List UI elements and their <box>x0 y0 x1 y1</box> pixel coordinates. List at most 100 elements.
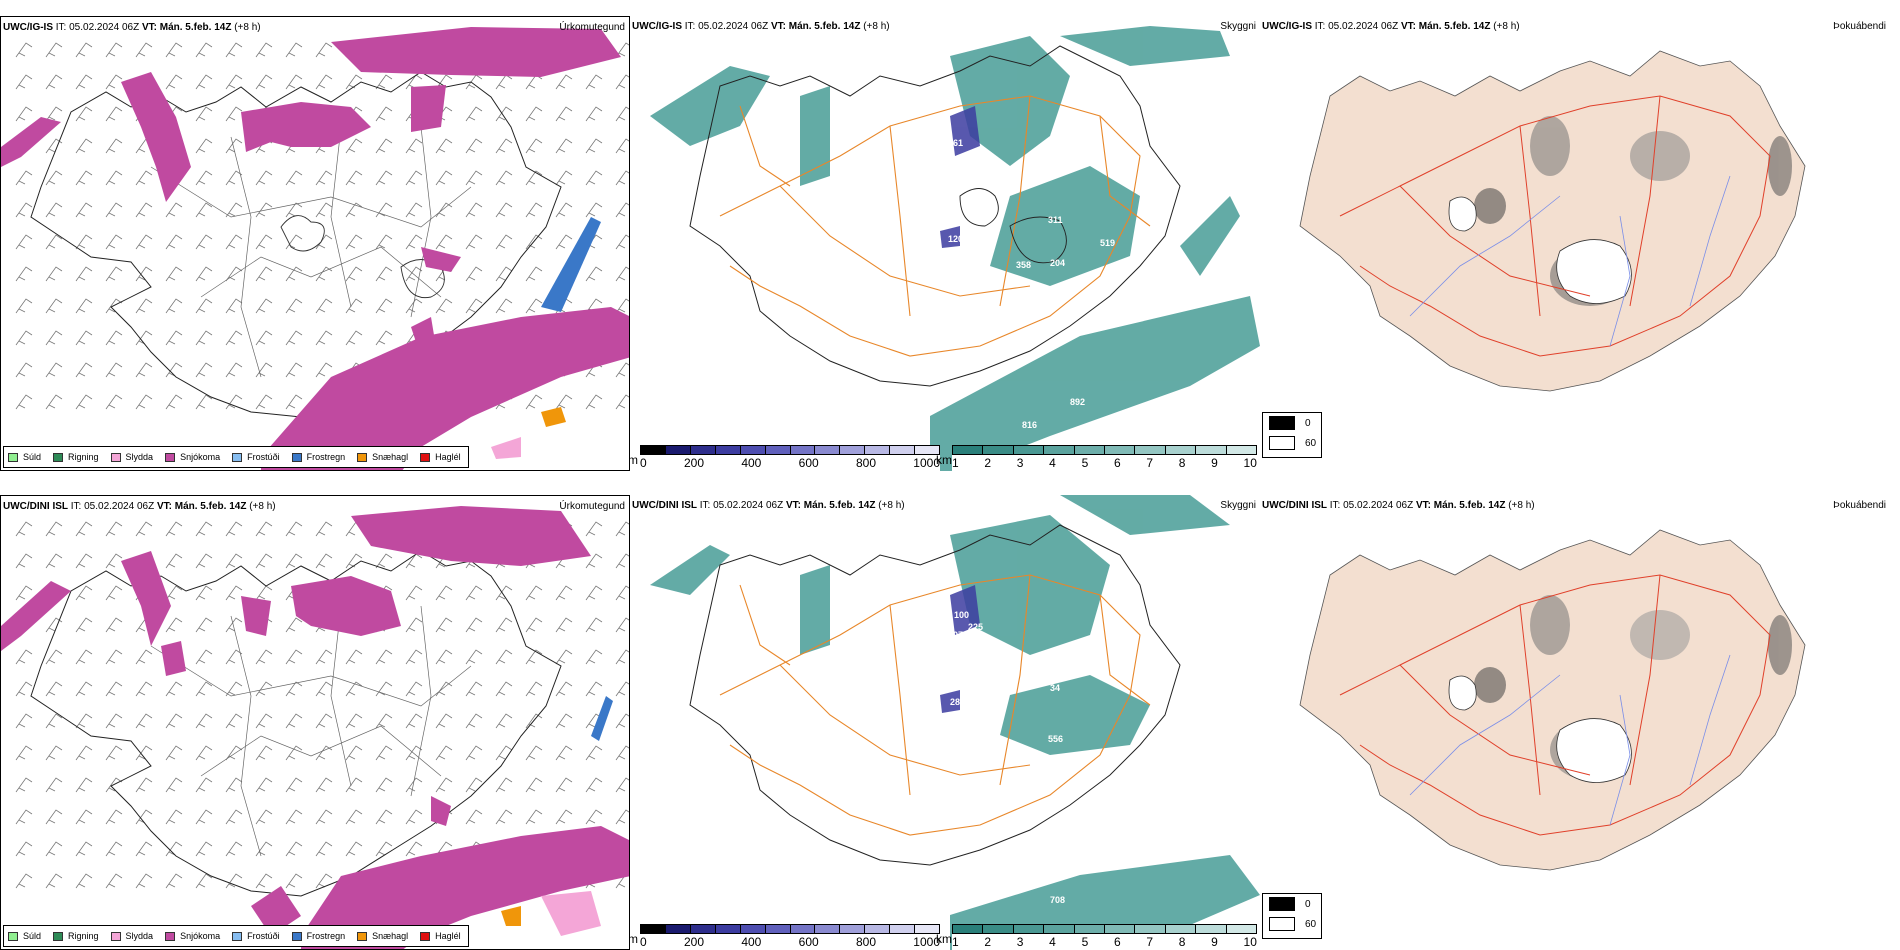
colorbar-cell <box>1196 925 1227 933</box>
roads <box>1339 95 1771 357</box>
wind-barb <box>315 330 333 346</box>
wind-barb <box>315 745 333 761</box>
wind-barb <box>105 42 123 58</box>
wind-barb <box>165 42 183 58</box>
wind-barb <box>285 362 303 378</box>
colorbar-cell <box>665 925 691 933</box>
wind-barb <box>105 521 123 537</box>
wind-barb <box>195 841 213 857</box>
wind-barb <box>15 873 33 889</box>
snaehagl-area <box>541 407 566 427</box>
visibility-panel-bottom: 100 225 207 262 282 34 556 708 UWC/DINI … <box>630 495 1260 950</box>
wind-barb <box>285 553 303 569</box>
wind-barb <box>45 713 63 729</box>
fog-legend-label: 0 <box>1305 898 1311 910</box>
fog-legend-label: 60 <box>1305 437 1317 449</box>
legend-label: Slydda <box>125 931 154 941</box>
panel-header: UWC/IG-IS IT: 05.02.2024 06Z VT: Mán. 5.… <box>632 21 890 32</box>
visibility-map-top: 161 302 212 20 797 311 120 76 358 204 51… <box>650 26 1260 471</box>
wind-barb <box>465 202 483 218</box>
wind-barb <box>105 106 123 122</box>
wind-barb <box>345 649 363 665</box>
wind-barb <box>345 330 363 346</box>
legend-item: Slydda <box>110 931 154 941</box>
vis-label: 556 <box>1048 734 1063 744</box>
wind-barb <box>105 713 123 729</box>
legend-label: Súld <box>23 452 42 462</box>
wind-barb <box>585 649 603 665</box>
wind-barb <box>75 553 93 569</box>
legend-label: Slydda <box>125 452 154 462</box>
wind-barb <box>15 330 33 346</box>
precip-legend: Súld Rigning Slydda Snjókoma Frostúði Frostre… <box>3 446 469 468</box>
colorbar-tick: 7 <box>1146 935 1154 949</box>
land <box>1299 529 1806 871</box>
wind-barb <box>285 74 303 90</box>
fog-legend-bottom: 0 60 <box>1262 893 1322 939</box>
colorbar-cell <box>890 925 916 933</box>
vis-label: 120 <box>948 234 963 244</box>
wind-barb <box>585 681 603 697</box>
vis-label: 207 <box>948 630 963 640</box>
wind-barb <box>195 330 213 346</box>
wind-barb <box>585 394 603 410</box>
wind-barb <box>105 649 123 665</box>
wind-barb <box>555 777 573 793</box>
wind-barb <box>135 681 153 697</box>
wind-barb <box>135 841 153 857</box>
colorbar-cell <box>865 925 891 933</box>
wind-barb <box>435 745 453 761</box>
colorbar-tick: 6 <box>1113 935 1121 949</box>
wind-barb <box>225 681 243 697</box>
colorbar-cell <box>1044 446 1075 454</box>
wind-barb <box>255 745 273 761</box>
coastline <box>689 524 1181 866</box>
wind-barb <box>15 681 33 697</box>
legend-label: Snjókoma <box>180 452 221 462</box>
legend-item: Súld <box>8 931 41 941</box>
wind-barb <box>165 617 183 633</box>
land <box>1299 50 1806 392</box>
wind-barb <box>315 362 333 378</box>
wind-barb <box>375 170 393 186</box>
legend-item: Frostúði <box>232 452 280 462</box>
colorbar-cell <box>1196 446 1227 454</box>
wind-barb <box>75 841 93 857</box>
wind-barb <box>525 681 543 697</box>
legend-label: Frostregn <box>306 452 346 462</box>
colorbar-cell <box>641 446 666 454</box>
colorbar-cell <box>1013 446 1045 454</box>
visibility-panel-top: 161 302 212 20 797 311 120 76 358 204 51… <box>630 16 1260 471</box>
colorbar-cell <box>865 446 891 454</box>
wind-barb <box>585 553 603 569</box>
wind-barb <box>165 202 183 218</box>
wind-barb <box>105 74 123 90</box>
wind-barb <box>225 298 243 314</box>
wind-barb <box>585 202 603 218</box>
wind-barb <box>465 106 483 122</box>
precip-legend: Súld Rigning Slydda Snjókoma Frostúði Frostre… <box>3 925 469 947</box>
wind-barb <box>195 681 213 697</box>
wind-barb <box>165 266 183 282</box>
wind-barb <box>195 649 213 665</box>
wind-barb <box>105 873 123 889</box>
colorbar-cell <box>953 925 984 933</box>
high-terrain <box>940 106 980 248</box>
vis-unit: km <box>936 453 952 467</box>
wind-barb <box>225 585 243 601</box>
wind-barb <box>75 202 93 218</box>
wind-barb <box>75 873 93 889</box>
wind-barb <box>195 521 213 537</box>
wind-barb <box>555 681 573 697</box>
rivers <box>1409 175 1731 347</box>
wind-barb <box>225 809 243 825</box>
wind-barb <box>135 777 153 793</box>
wind-barb <box>465 681 483 697</box>
wind-barb <box>285 266 303 282</box>
wind-barb <box>195 394 213 410</box>
wind-barb <box>255 777 273 793</box>
wind-barb <box>255 202 273 218</box>
wind-barb <box>285 170 303 186</box>
wind-barb <box>555 106 573 122</box>
fog-legend-row: 0 <box>1263 894 1321 914</box>
